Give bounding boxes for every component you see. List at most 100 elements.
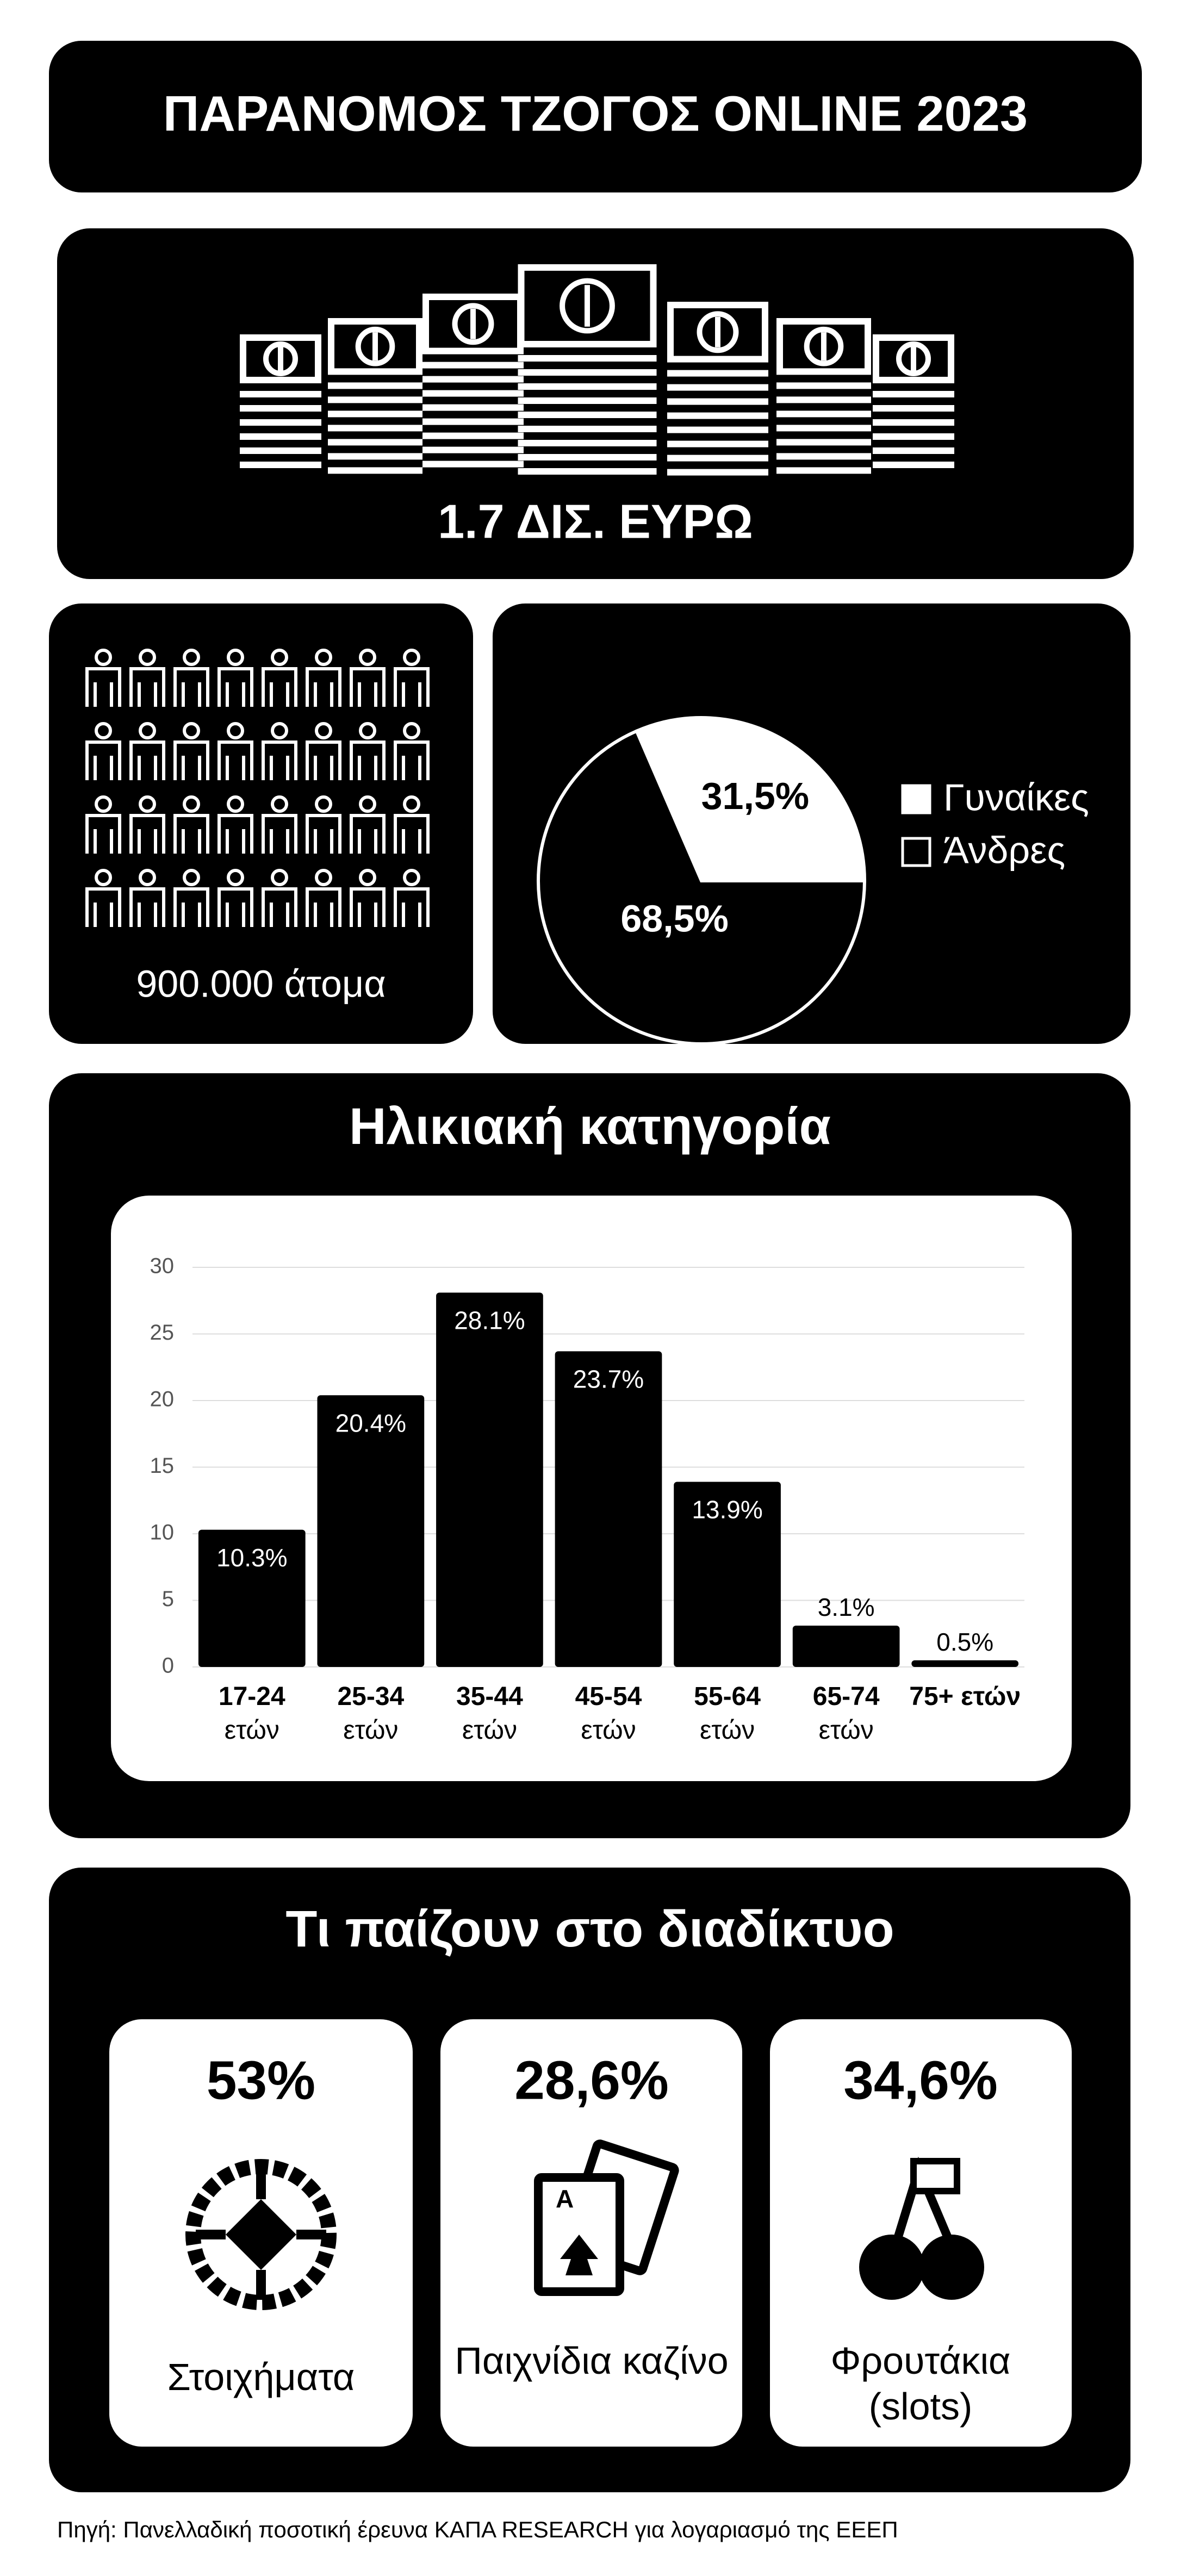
stack-line xyxy=(873,419,954,426)
stack-line xyxy=(776,467,871,474)
cherries-icon xyxy=(859,2156,984,2300)
stack-line xyxy=(328,439,422,446)
person-head xyxy=(403,722,420,739)
stack-line xyxy=(328,467,422,474)
pie-slice xyxy=(537,729,867,1046)
person-head xyxy=(139,795,156,813)
game-percent: 34,6% xyxy=(843,2050,998,2111)
person-head xyxy=(315,869,332,886)
person-body xyxy=(394,667,430,707)
pie-label: 68,5% xyxy=(620,898,728,940)
coin xyxy=(355,326,395,366)
game-percent: 53% xyxy=(207,2050,315,2111)
y-tick-label: 10 xyxy=(150,1521,175,1545)
value-label: 13.9% xyxy=(692,1496,762,1524)
game-label: Στοιχήματα xyxy=(167,2356,355,2398)
person-body xyxy=(173,814,209,854)
person-head xyxy=(95,722,112,739)
person-head xyxy=(183,795,200,813)
money-label: 1.7 ΔΙΣ. ΕΥΡΩ xyxy=(438,494,753,548)
stack-line xyxy=(667,469,768,476)
person-body xyxy=(262,814,297,854)
stack-line xyxy=(240,419,321,426)
stack-line xyxy=(667,384,768,391)
person-head xyxy=(359,795,376,813)
value-label: 20.4% xyxy=(335,1409,406,1437)
person-body xyxy=(262,667,297,707)
legend-swatch xyxy=(901,837,931,867)
stack-line xyxy=(328,410,422,418)
stack-line xyxy=(422,418,524,425)
value-label: 23.7% xyxy=(573,1365,644,1393)
stack-line xyxy=(518,412,657,418)
person-head xyxy=(315,722,332,739)
person-body xyxy=(173,741,209,780)
section-title: Ηλικιακή κατηγορία xyxy=(349,1098,831,1155)
person-body xyxy=(129,741,165,780)
title-box xyxy=(49,41,1142,192)
pie-slice xyxy=(634,716,867,882)
person-head xyxy=(403,795,420,813)
x-tick-label: 55-64 ετών xyxy=(694,1682,761,1745)
stack-line xyxy=(776,410,871,418)
stack-line xyxy=(240,391,321,397)
stack-line xyxy=(518,355,657,362)
pie-chart: 31,5% Γυναίκες 68,5% Άνδρες xyxy=(537,716,1089,1046)
person-head xyxy=(139,722,156,739)
y-tick-label: 15 xyxy=(150,1454,175,1478)
person-body xyxy=(306,887,341,927)
person-body xyxy=(306,741,341,780)
bar xyxy=(792,1626,900,1667)
people-label: 900.000 άτομα xyxy=(136,962,386,1005)
person-body xyxy=(262,887,297,927)
game-label: Παιχνίδια καζίνο xyxy=(455,2339,729,2382)
person-head xyxy=(139,869,156,886)
stack-line xyxy=(518,383,657,390)
section-title: Τι παίζουν στο διαδίκτυο xyxy=(285,1900,894,1958)
stack-line xyxy=(518,454,657,461)
x-tick-label: 45-54 ετών xyxy=(575,1682,642,1745)
value-label: 28.1% xyxy=(454,1306,525,1335)
x-tick-label: 25-34 ετών xyxy=(337,1682,405,1745)
person-body xyxy=(85,814,121,854)
person-head xyxy=(183,869,200,886)
stack-line xyxy=(667,412,768,419)
person-head xyxy=(227,869,244,886)
person-head xyxy=(403,869,420,886)
stack-line xyxy=(873,391,954,397)
person-body xyxy=(350,741,386,780)
coin xyxy=(697,311,739,353)
stack-line xyxy=(518,369,657,376)
stack-line xyxy=(422,376,524,383)
person-head xyxy=(271,795,288,813)
person-body xyxy=(129,667,165,707)
stack-line xyxy=(422,362,524,369)
bar xyxy=(555,1351,662,1667)
stack-line xyxy=(328,425,422,432)
person-body xyxy=(394,887,430,927)
bar-chart: 0 5 10 15 20 25 30 10.3% 20.4% 28.1% 23.7% 13.9% 3.1… xyxy=(150,1254,1024,1678)
game-percent: 28,6% xyxy=(514,2050,669,2111)
person-body xyxy=(262,741,297,780)
stack-line xyxy=(328,382,422,389)
stack-line xyxy=(422,404,524,411)
stack-line xyxy=(328,396,422,403)
person-head xyxy=(315,649,332,666)
person-head xyxy=(183,722,200,739)
person-body xyxy=(129,814,165,854)
stack-line xyxy=(422,390,524,397)
stack-line xyxy=(328,453,422,460)
stack-line xyxy=(518,440,657,446)
legend-label: Άνδρες xyxy=(943,829,1065,871)
people-icon xyxy=(85,649,430,927)
person-body xyxy=(350,667,386,707)
legend-label: Γυναίκες xyxy=(943,776,1089,818)
stack-line xyxy=(776,382,871,389)
x-tick-label: 65-74 ετών xyxy=(812,1682,880,1745)
person-head xyxy=(227,649,244,666)
person-head xyxy=(95,795,112,813)
person-head xyxy=(271,649,288,666)
bar xyxy=(317,1395,425,1667)
person-body xyxy=(173,667,209,707)
